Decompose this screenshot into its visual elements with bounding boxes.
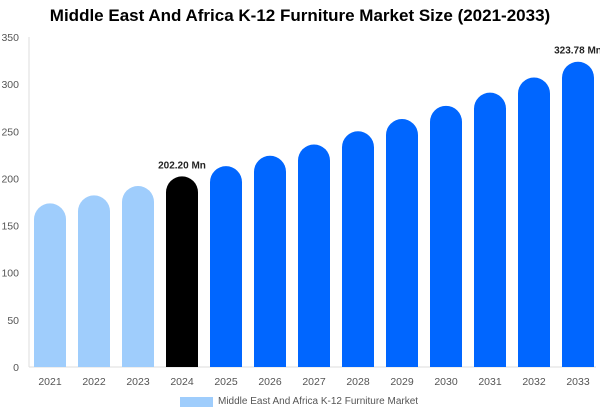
x-tick-label: 2031 <box>478 376 502 388</box>
x-tick-label: 2023 <box>126 376 150 388</box>
data-label-2024: 202.20 Mn <box>158 160 206 171</box>
y-tick-label: 350 <box>1 32 19 44</box>
y-tick-label: 250 <box>1 126 19 138</box>
y-tick-label: 200 <box>1 173 19 185</box>
chart-title: Middle East And Africa K-12 Furniture Ma… <box>49 6 551 25</box>
legend-label: Middle East And Africa K-12 Furniture Ma… <box>218 396 419 407</box>
x-tick-label: 2029 <box>390 376 414 388</box>
y-tick-label: 100 <box>1 268 19 280</box>
bar-2031 <box>474 92 506 367</box>
bar-2029 <box>386 119 418 367</box>
x-tick-label: 2030 <box>434 376 458 388</box>
bar-2022 <box>78 195 110 367</box>
bar-2025 <box>210 166 242 367</box>
bar-2024 <box>166 176 198 367</box>
data-label-2033: 323.78 Mn <box>554 46 600 57</box>
bar-2021 <box>34 203 66 367</box>
x-tick-label: 2025 <box>214 376 238 388</box>
bar-2026 <box>254 155 286 367</box>
y-tick-label: 300 <box>1 79 19 91</box>
bar-2023 <box>122 185 154 367</box>
x-tick-label: 2028 <box>346 376 370 388</box>
x-tick-label: 2024 <box>170 376 194 388</box>
x-tick-label: 2032 <box>522 376 546 388</box>
bar-2030 <box>430 105 462 367</box>
bar-2033 <box>562 61 594 368</box>
bar-2027 <box>298 144 330 367</box>
x-tick-label: 2033 <box>566 376 590 388</box>
y-tick-label: 50 <box>7 315 19 327</box>
bar-2032 <box>518 77 550 368</box>
x-tick-label: 2022 <box>82 376 106 388</box>
x-tick-label: 2021 <box>38 376 62 388</box>
x-tick-label: 2026 <box>258 376 282 388</box>
y-tick-label: 150 <box>1 221 19 233</box>
x-tick-label: 2027 <box>302 376 326 388</box>
legend-swatch <box>180 396 213 407</box>
bar-2028 <box>342 131 374 367</box>
y-tick-label: 0 <box>13 362 19 374</box>
legend: Middle East And Africa K-12 Furniture Ma… <box>180 396 418 407</box>
